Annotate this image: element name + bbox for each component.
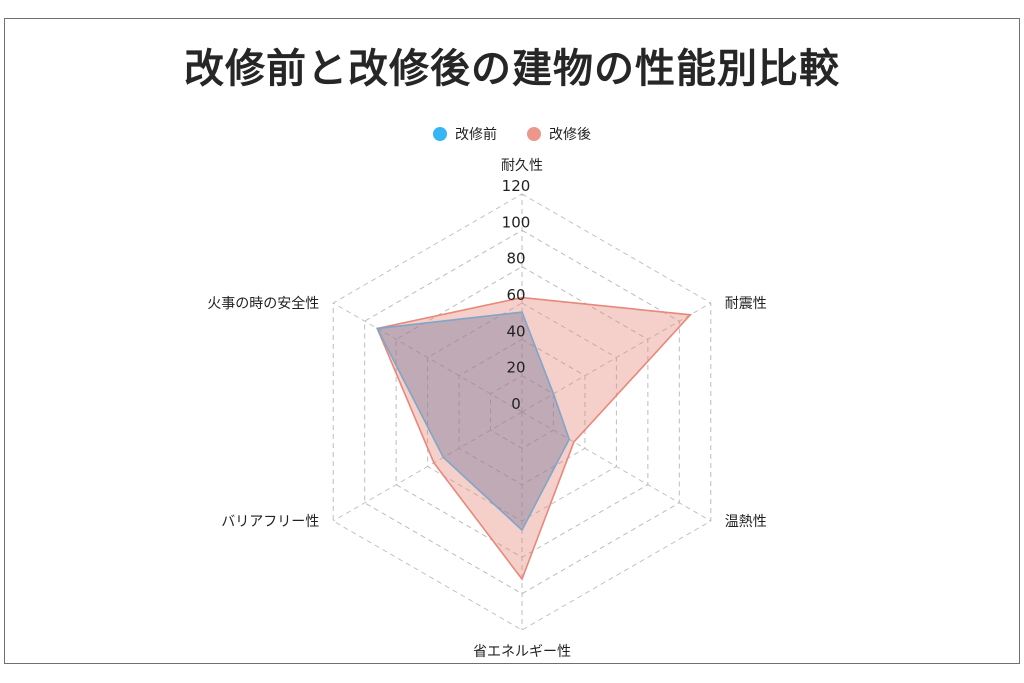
legend-swatch-after [527,127,541,141]
tick-label-40: 40 [506,322,525,340]
axis-label-4: バリアフリー性 [221,514,319,530]
tick-label-120: 120 [502,177,531,195]
tick-label-60: 60 [506,286,525,304]
legend-item-after[interactable]: 改修後 [527,124,591,144]
grid-spoke-4 [332,411,523,522]
axis-label-5: 火事の時の安全性 [207,295,319,312]
axis-label-0: 耐久性 [501,158,543,174]
chart-frame [4,18,1020,664]
grid-spoke-2 [521,411,712,522]
axis-label-2: 温熱性 [725,514,767,530]
legend-swatch-before [433,127,447,141]
tick-label-20: 20 [506,359,525,377]
tick-label-0: 0 [511,395,521,413]
series-area-before [376,311,571,532]
legend-item-before[interactable]: 改修前 [433,124,497,144]
chart-title: 改修前と改修後の建物の性能別比較 [184,46,840,92]
axis-label-1: 耐震性 [725,296,767,312]
tick-label-100: 100 [502,213,531,231]
tick-label-80: 80 [506,250,525,268]
grid-spoke-5 [332,302,523,413]
axis-label-3: 省エネルギー性 [473,644,571,660]
legend: 改修前 改修後 [0,124,1024,144]
legend-label-after: 改修後 [549,127,591,143]
legend-label-before: 改修前 [455,127,497,143]
